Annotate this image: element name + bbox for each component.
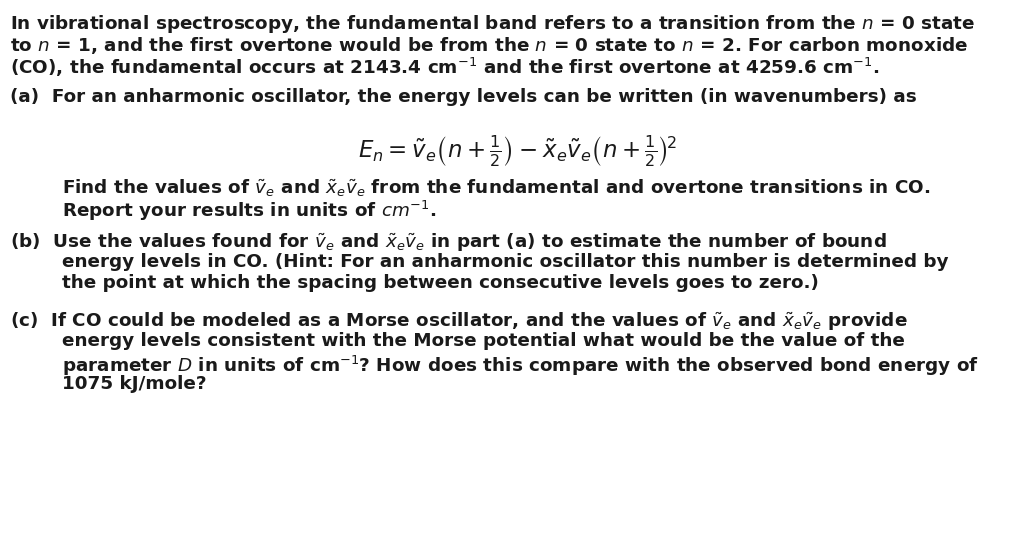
Text: the point at which the spacing between consecutive levels goes to zero.): the point at which the spacing between c… xyxy=(62,274,819,293)
Text: Report your results in units of $cm^{-1}$.: Report your results in units of $cm^{-1}… xyxy=(62,199,436,224)
Text: (CO), the fundamental occurs at 2143.4 cm$^{-1}$ and the first overtone at 4259.: (CO), the fundamental occurs at 2143.4 c… xyxy=(10,56,880,79)
Text: parameter $D$ in units of cm$^{-1}$? How does this compare with the observed bon: parameter $D$ in units of cm$^{-1}$? How… xyxy=(62,354,979,378)
Text: (a)  For an anharmonic oscillator, the energy levels can be written (in wavenumb: (a) For an anharmonic oscillator, the en… xyxy=(10,88,917,107)
Text: energy levels consistent with the Morse potential what would be the value of the: energy levels consistent with the Morse … xyxy=(62,332,905,351)
Text: Find the values of $\tilde{v}_e$ and $\tilde{x}_e\tilde{v}_e$ from the fundament: Find the values of $\tilde{v}_e$ and $\t… xyxy=(62,178,930,199)
Text: (b)  Use the values found for $\tilde{v}_e$ and $\tilde{x}_e\tilde{v}_e$ in part: (b) Use the values found for $\tilde{v}_… xyxy=(10,232,887,254)
Text: $E_n = \tilde{v}_e\left(n + \frac{1}{2}\right) - \tilde{x}_e\tilde{v}_e\left(n +: $E_n = \tilde{v}_e\left(n + \frac{1}{2}\… xyxy=(358,134,678,169)
Text: In vibrational spectroscopy, the fundamental band refers to a transition from th: In vibrational spectroscopy, the fundame… xyxy=(10,13,976,35)
Text: 1075 kJ/mole?: 1075 kJ/mole? xyxy=(62,375,207,393)
Text: to $n$ = 1, and the first overtone would be from the $n$ = 0 state to $n$ = 2. F: to $n$ = 1, and the first overtone would… xyxy=(10,35,969,56)
Text: energy levels in CO. (Hint: For an anharmonic oscillator this number is determin: energy levels in CO. (Hint: For an anhar… xyxy=(62,253,949,271)
Text: (c)  If CO could be modeled as a Morse oscillator, and the values of $\tilde{v}_: (c) If CO could be modeled as a Morse os… xyxy=(10,311,908,333)
